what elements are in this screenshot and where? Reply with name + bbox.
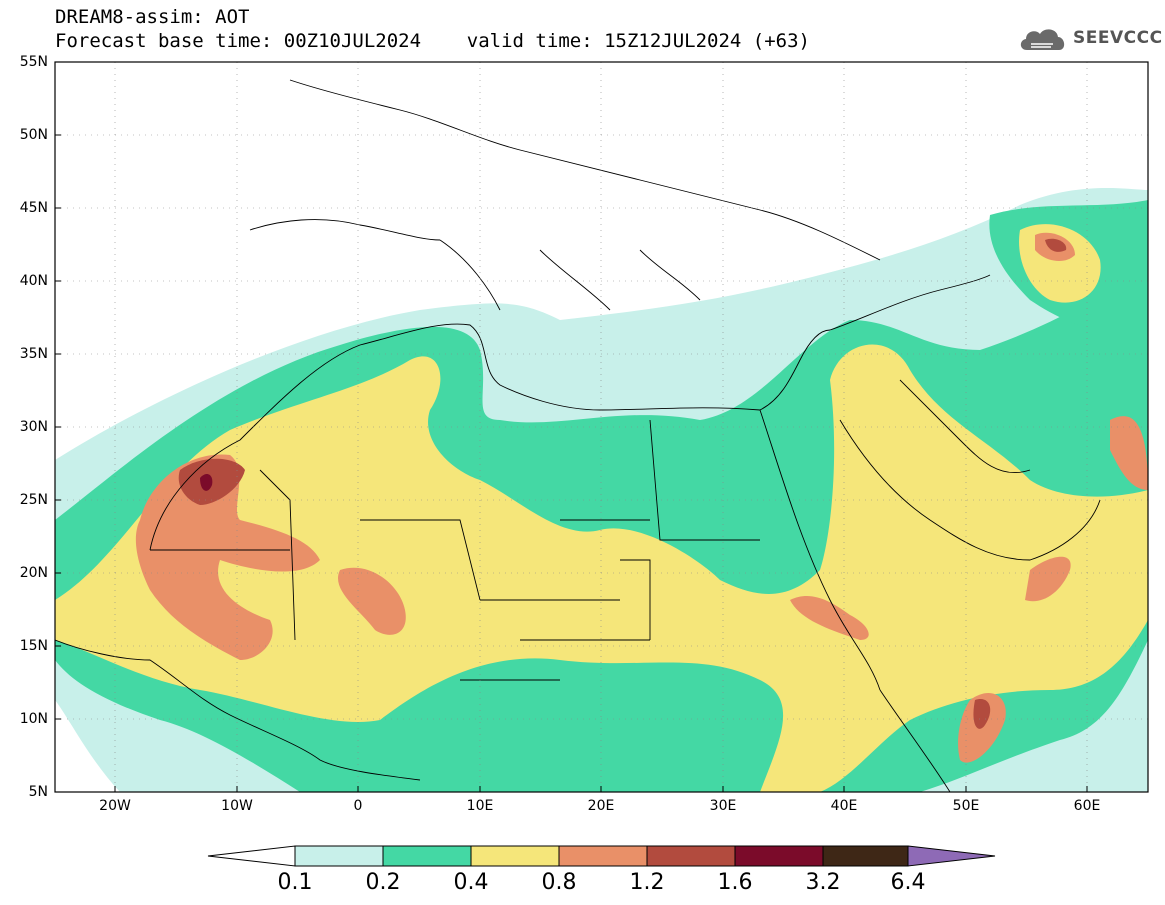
forecast-time-line: Forecast base time: 00Z10JUL2024 valid t…	[55, 30, 810, 52]
colorbar-swatch	[382, 845, 472, 867]
colorbar-label: 0.8	[541, 870, 577, 895]
lat-label: 15N	[19, 638, 48, 654]
colorbar-upper-arrow	[907, 845, 996, 867]
lat-label: 20N	[19, 565, 48, 581]
lon-label: 30E	[709, 798, 737, 814]
colorbar-swatch	[822, 845, 909, 867]
lon-label: 10E	[466, 798, 494, 814]
lon-label: 20W	[99, 798, 131, 814]
map-title: DREAM8-assim: AOT	[55, 6, 250, 28]
lat-label: 40N	[19, 273, 48, 289]
lat-label: 45N	[19, 200, 48, 216]
aot-contour-1.6	[200, 474, 213, 491]
colorbar-label: 1.6	[717, 870, 753, 895]
cloud-icon	[1020, 29, 1065, 50]
lon-label: 20E	[587, 798, 615, 814]
colorbar-swatch	[734, 845, 824, 867]
lon-label: 40E	[830, 798, 858, 814]
colorbar-label: 1.2	[629, 870, 665, 895]
colorbar-label: 0.2	[365, 870, 401, 895]
colorbar-label: 0.1	[277, 870, 313, 895]
brand-logo-text: SEEVCCC	[1073, 28, 1163, 48]
aot-contour-0.8	[135, 454, 320, 660]
lat-label: 50N	[19, 127, 48, 143]
lat-label: 10N	[19, 711, 48, 727]
colorbar-swatch	[558, 845, 648, 867]
lon-label: 60E	[1073, 798, 1101, 814]
aot-contour-0.4	[55, 344, 1148, 792]
colorbar-swatch	[470, 845, 560, 867]
colorbar-label: 6.4	[890, 870, 926, 895]
lat-label: 55N	[19, 54, 48, 70]
lat-label: 5N	[28, 784, 48, 800]
lon-label: 0	[353, 798, 363, 814]
colorbar-swatch	[646, 845, 736, 867]
colorbar-label: 0.4	[453, 870, 489, 895]
lon-label: 50E	[952, 798, 980, 814]
colorbar-label: 3.2	[805, 870, 841, 895]
colorbar-lower-arrow	[207, 845, 296, 867]
colorbar-swatch	[294, 845, 384, 867]
lat-label: 35N	[19, 346, 48, 362]
lon-label: 10W	[221, 798, 253, 814]
lat-label: 25N	[19, 492, 48, 508]
lat-label: 30N	[19, 419, 48, 435]
colorbar	[207, 845, 996, 867]
